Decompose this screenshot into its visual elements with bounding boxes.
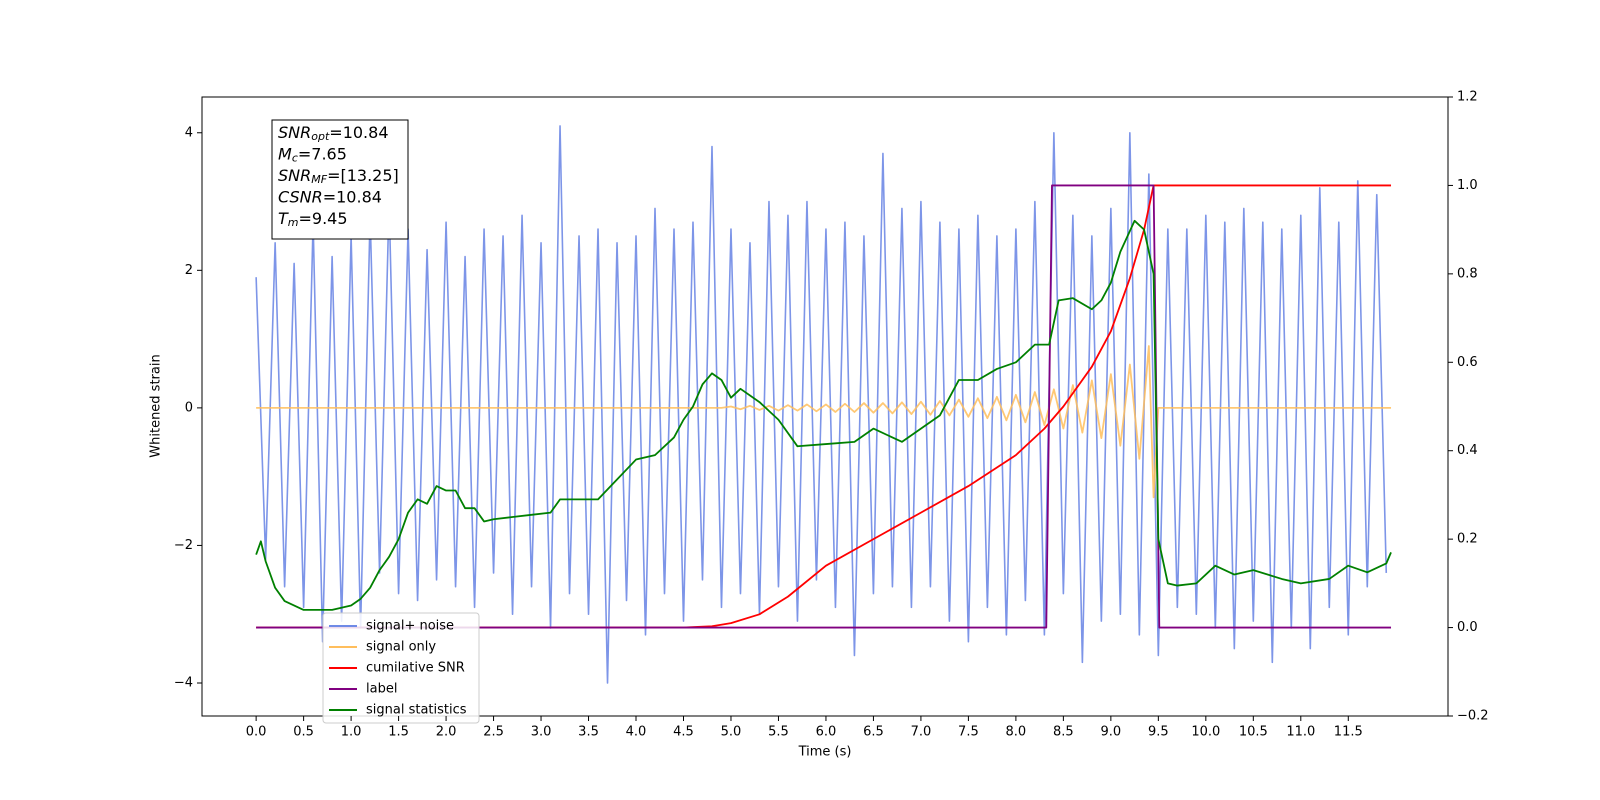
x-tick-label: 4.0 bbox=[626, 725, 647, 740]
x-tick-label: 5.5 bbox=[768, 725, 789, 740]
y-tick-label: −2 bbox=[174, 538, 193, 553]
series-line bbox=[255, 219, 1392, 611]
y2-tick-label: −0.2 bbox=[1457, 709, 1489, 724]
x-tick-label: 5.0 bbox=[721, 725, 742, 740]
annotation-value: =10.84 bbox=[323, 187, 382, 206]
x-tick-label: 10.0 bbox=[1191, 725, 1220, 740]
annotation-line: SNRMF=[13.25] bbox=[278, 166, 399, 187]
x-tick-label: 9.0 bbox=[1101, 725, 1122, 740]
legend-frame bbox=[322, 612, 480, 724]
series-line bbox=[256, 345, 1392, 499]
annotation-line: CSNR=10.84 bbox=[278, 187, 382, 206]
annotation-line: Mc=7.65 bbox=[278, 144, 347, 165]
annotation-symbol: CSNR bbox=[278, 187, 323, 206]
annotation-subscript: opt bbox=[311, 130, 330, 143]
annotation-value: =[13.25] bbox=[327, 166, 399, 185]
y2-tick-label: 0.8 bbox=[1457, 266, 1478, 281]
y2-tick-label: 1.0 bbox=[1457, 178, 1478, 193]
annotation-subscript: c bbox=[292, 152, 298, 165]
annotation-symbol: SNR bbox=[278, 166, 311, 185]
annotation-subscript: MF bbox=[311, 173, 327, 186]
series-line bbox=[255, 125, 1388, 684]
x-axis-label: Time (s) bbox=[798, 745, 852, 760]
x-tick-label: 8.0 bbox=[1006, 725, 1027, 740]
y2-tick-label: 0.2 bbox=[1457, 532, 1478, 547]
x-tick-label: 0.5 bbox=[293, 725, 314, 740]
legend-label: signal+ noise bbox=[366, 619, 454, 634]
axes-frame bbox=[201, 96, 1449, 717]
legend-label: cumilative SNR bbox=[366, 661, 465, 676]
x-tick-label: 9.5 bbox=[1148, 725, 1169, 740]
legend-label: signal only bbox=[366, 640, 436, 655]
series-line bbox=[256, 184, 1392, 629]
x-tick-label: 11.0 bbox=[1286, 725, 1315, 740]
annotation-subscript: m bbox=[288, 216, 299, 229]
x-tick-label: 10.5 bbox=[1239, 725, 1268, 740]
series-line bbox=[256, 184, 1392, 629]
y-tick-label: 2 bbox=[185, 263, 193, 278]
annotation-symbol: SNR bbox=[278, 123, 311, 142]
legend-label: label bbox=[366, 682, 397, 697]
y2-tick-label: 0.6 bbox=[1457, 355, 1478, 370]
x-tick-label: 7.0 bbox=[911, 725, 932, 740]
y2-tick-label: 0.4 bbox=[1457, 443, 1478, 458]
annotation-symbol: M bbox=[278, 144, 292, 163]
y2-tick-label: 0.0 bbox=[1457, 620, 1478, 635]
x-tick-label: 8.5 bbox=[1053, 725, 1074, 740]
legend-label: signal statistics bbox=[366, 703, 467, 718]
annotation-value: =10.84 bbox=[329, 123, 388, 142]
annotation-box: SNRopt=10.84Mc=7.65SNRMF=[13.25]CSNR=10.… bbox=[271, 119, 409, 240]
annotation-frame bbox=[271, 119, 409, 240]
x-tick-label: 6.0 bbox=[816, 725, 837, 740]
annotation-line: Tm=9.45 bbox=[278, 209, 348, 230]
x-tick-label: 7.5 bbox=[958, 725, 979, 740]
annotation-line: SNRopt=10.84 bbox=[278, 123, 389, 144]
x-tick-label: 3.0 bbox=[531, 725, 552, 740]
x-tick-label: 11.5 bbox=[1334, 725, 1363, 740]
plot-area bbox=[255, 125, 1392, 684]
annotation-value: =9.45 bbox=[299, 209, 348, 228]
y-tick-label: −4 bbox=[174, 675, 193, 690]
x-tick-label: 0.0 bbox=[246, 725, 267, 740]
x-tick-label: 6.5 bbox=[863, 725, 884, 740]
annotation-value: =7.65 bbox=[298, 144, 347, 163]
x-tick-label: 1.5 bbox=[388, 725, 409, 740]
y-axis-label: Whitened strain bbox=[149, 354, 164, 457]
legend: signal+ noise signal only cumilative SNR la… bbox=[322, 612, 480, 724]
y-tick-label: 4 bbox=[185, 125, 193, 140]
x-tick-label: 4.5 bbox=[673, 725, 694, 740]
x-tick-label: 2.5 bbox=[483, 725, 504, 740]
x-tick-label: 3.5 bbox=[578, 725, 599, 740]
y2-tick-label: 1.2 bbox=[1457, 90, 1478, 105]
y-tick-label: 0 bbox=[185, 400, 193, 415]
x-tick-label: 1.0 bbox=[341, 725, 362, 740]
x-tick-label: 2.0 bbox=[436, 725, 457, 740]
annotation-symbol: T bbox=[278, 209, 289, 228]
